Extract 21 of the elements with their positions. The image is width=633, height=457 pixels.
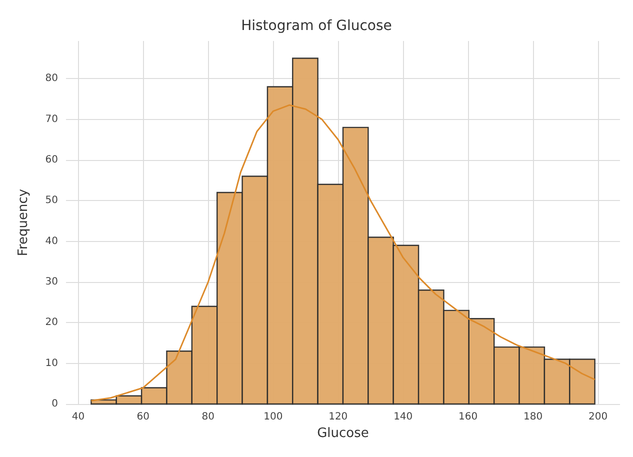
- y-tick-label: 70: [45, 114, 58, 125]
- x-tick-label: 180: [524, 412, 543, 422]
- x-tick-label: 160: [458, 412, 478, 422]
- x-tick-label: 60: [136, 412, 150, 422]
- y-tick-label: 80: [45, 73, 58, 84]
- y-tick-label: 40: [45, 236, 58, 247]
- y-tick-label: 60: [45, 154, 58, 166]
- chart-title: Histogram of Glucose: [241, 18, 392, 34]
- y-tick-label: 50: [45, 195, 58, 206]
- y-tick-label: 30: [45, 276, 58, 288]
- y-axis-title: Frequency: [16, 188, 31, 256]
- y-tick-label: 0: [52, 398, 58, 410]
- x-axis-title: Glucose: [317, 426, 369, 441]
- x-tick-label: 80: [202, 412, 215, 422]
- y-tick-label: 20: [45, 317, 58, 328]
- x-tick-label: 40: [72, 412, 85, 422]
- y-tick-label: 10: [45, 358, 58, 369]
- x-tick-label: 140: [394, 412, 413, 422]
- x-tick-label: 120: [328, 412, 348, 422]
- x-tick-label: 200: [588, 412, 608, 422]
- x-tick-label: 100: [264, 412, 283, 422]
